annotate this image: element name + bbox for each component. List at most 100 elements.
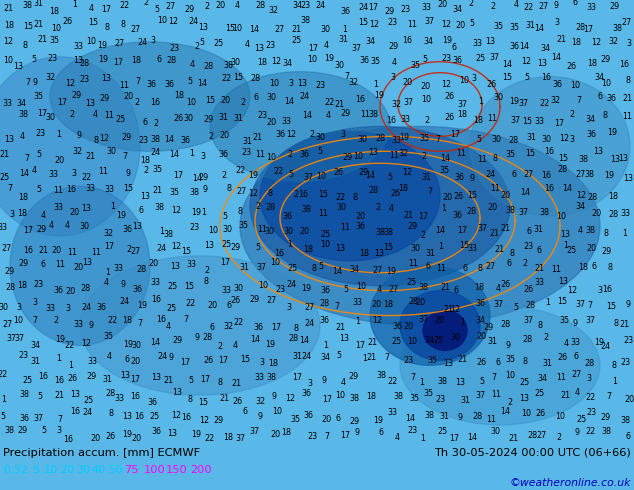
Text: 31: 31 xyxy=(339,35,349,44)
Text: 20: 20 xyxy=(586,244,597,253)
Text: 5: 5 xyxy=(154,4,160,14)
Text: 10: 10 xyxy=(353,152,363,161)
Text: 26: 26 xyxy=(105,432,115,441)
Text: 38: 38 xyxy=(384,228,394,237)
Text: 10: 10 xyxy=(356,282,366,292)
Text: 33: 33 xyxy=(392,136,401,145)
Text: 19: 19 xyxy=(248,171,258,180)
Text: 13: 13 xyxy=(254,44,264,53)
Text: 16: 16 xyxy=(298,190,308,199)
Text: 17: 17 xyxy=(322,395,332,404)
Text: 13: 13 xyxy=(443,359,453,368)
Text: 13: 13 xyxy=(593,147,603,156)
Text: 23: 23 xyxy=(18,351,29,360)
Text: 23: 23 xyxy=(80,74,90,84)
Text: 18: 18 xyxy=(588,59,597,68)
Text: 27: 27 xyxy=(539,2,549,11)
Text: 29: 29 xyxy=(36,225,47,234)
Text: 12: 12 xyxy=(592,38,602,48)
Text: 2: 2 xyxy=(557,433,562,442)
Text: 11: 11 xyxy=(456,149,467,158)
Text: 35: 35 xyxy=(103,332,113,342)
Text: 15: 15 xyxy=(607,302,617,312)
Ellipse shape xyxy=(250,126,510,286)
Text: 21: 21 xyxy=(443,305,453,314)
Text: 12: 12 xyxy=(249,189,259,198)
Text: 11: 11 xyxy=(489,184,500,193)
Text: 23: 23 xyxy=(307,433,318,441)
Text: 2: 2 xyxy=(53,316,58,324)
Text: 1: 1 xyxy=(287,240,292,249)
Text: 21: 21 xyxy=(622,94,632,102)
Text: 8: 8 xyxy=(108,409,113,418)
Text: 1: 1 xyxy=(68,361,73,370)
Text: 2: 2 xyxy=(421,152,426,161)
Text: 33: 33 xyxy=(422,3,432,12)
Text: 25: 25 xyxy=(437,426,448,436)
Text: 19: 19 xyxy=(508,97,519,106)
Text: 21: 21 xyxy=(441,283,451,292)
Text: 10: 10 xyxy=(233,24,242,33)
Text: 18: 18 xyxy=(457,110,467,119)
Text: 21: 21 xyxy=(557,35,566,44)
Text: 2: 2 xyxy=(144,166,149,175)
Text: 8: 8 xyxy=(23,41,28,50)
Text: 24: 24 xyxy=(150,148,160,157)
Text: 34: 34 xyxy=(16,99,26,108)
Text: 25: 25 xyxy=(150,412,160,420)
Text: 27: 27 xyxy=(524,170,534,179)
Text: 31: 31 xyxy=(426,249,436,258)
Text: 35: 35 xyxy=(439,166,449,174)
Text: 38: 38 xyxy=(424,411,434,420)
Text: 36: 36 xyxy=(152,427,162,436)
Text: 21: 21 xyxy=(55,391,65,400)
Text: 20: 20 xyxy=(148,259,158,268)
Text: 1: 1 xyxy=(105,268,110,276)
Text: 36: 36 xyxy=(359,56,369,65)
Text: 36: 36 xyxy=(254,323,264,332)
Text: 17: 17 xyxy=(450,435,460,443)
Text: 4: 4 xyxy=(104,278,109,287)
Text: 37: 37 xyxy=(418,315,429,324)
Text: 26: 26 xyxy=(536,410,546,418)
Text: 11: 11 xyxy=(257,225,267,234)
Text: 38: 38 xyxy=(164,230,174,239)
Text: Th 30-05-2024 00:00 UTC (06+66): Th 30-05-2024 00:00 UTC (06+66) xyxy=(434,448,631,458)
Text: 27: 27 xyxy=(576,170,586,179)
Text: 6: 6 xyxy=(156,55,161,64)
Text: 35: 35 xyxy=(49,36,60,45)
Text: 22: 22 xyxy=(273,167,283,176)
Text: 20: 20 xyxy=(131,357,141,366)
Text: 20: 20 xyxy=(69,208,79,217)
Text: 38: 38 xyxy=(150,135,160,144)
Text: 22: 22 xyxy=(120,0,130,10)
Text: 14: 14 xyxy=(436,225,445,235)
Text: 34: 34 xyxy=(452,5,462,14)
Ellipse shape xyxy=(400,306,600,425)
Text: 12: 12 xyxy=(100,134,110,143)
Text: 8: 8 xyxy=(607,263,612,272)
Text: 36: 36 xyxy=(133,285,142,294)
Text: 19: 19 xyxy=(325,54,335,63)
Text: 2: 2 xyxy=(153,119,158,128)
Text: 9: 9 xyxy=(203,185,208,194)
Text: 25: 25 xyxy=(475,54,486,63)
Text: 15: 15 xyxy=(318,190,328,198)
Text: 12: 12 xyxy=(168,17,178,26)
Text: 33: 33 xyxy=(48,170,58,178)
Text: 13: 13 xyxy=(485,37,495,46)
Text: 17: 17 xyxy=(37,109,47,118)
Text: 6: 6 xyxy=(41,261,46,270)
Text: 1: 1 xyxy=(56,354,61,363)
Text: 5: 5 xyxy=(337,351,342,360)
Text: 9: 9 xyxy=(505,342,510,350)
Text: 4: 4 xyxy=(377,285,382,294)
Text: 15: 15 xyxy=(225,24,235,33)
Text: 32: 32 xyxy=(223,322,233,331)
Text: 30: 30 xyxy=(80,222,89,231)
Text: 21: 21 xyxy=(458,355,468,364)
Text: 38: 38 xyxy=(418,283,429,293)
Text: 21: 21 xyxy=(534,264,545,273)
Text: 20: 20 xyxy=(65,287,75,295)
Text: 16: 16 xyxy=(544,147,553,156)
